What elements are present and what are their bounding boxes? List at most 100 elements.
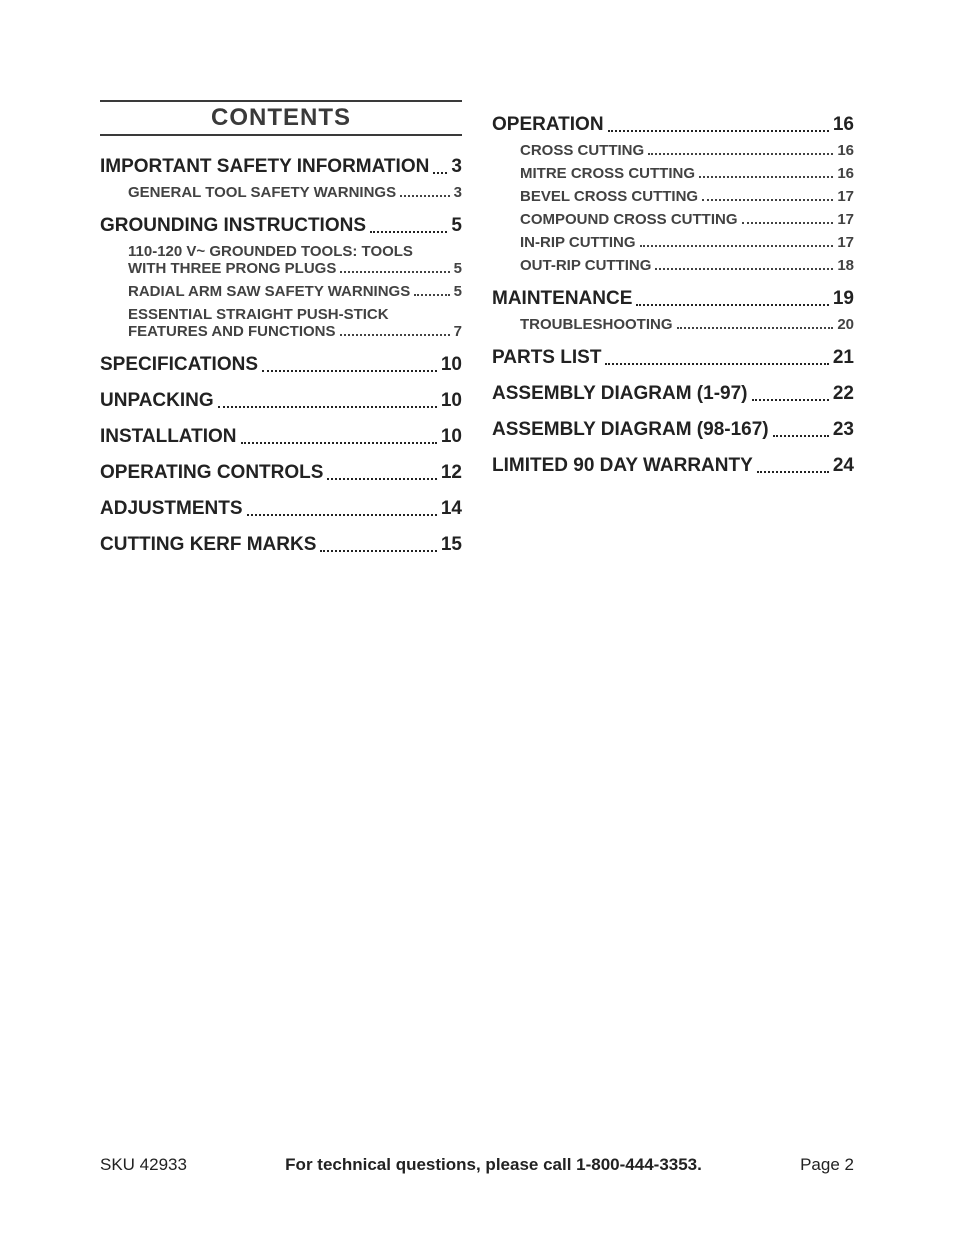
page-footer: SKU 42933 For technical questions, pleas… [0, 1155, 954, 1175]
toc-entry-subsection: BEVEL CROSS CUTTING17 [492, 188, 854, 205]
toc-entry-title: GROUNDING INSTRUCTIONS [100, 215, 366, 237]
toc-entry-last-line: GROUNDING INSTRUCTIONS5 [100, 215, 462, 237]
contents-heading: CONTENTS [100, 100, 462, 136]
toc-entry-last-line: MAINTENANCE 19 [492, 288, 854, 310]
toc-entry-section: IMPORTANT SAFETY INFORMATION3 [100, 156, 462, 178]
toc-entry-section: CUTTING KERF MARKS15 [100, 534, 462, 556]
toc-entry-subsection: GENERAL TOOL SAFETY WARNINGS 3 [100, 184, 462, 201]
toc-entry-title: UNPACKING [100, 390, 214, 412]
toc-dot-leader [433, 172, 447, 174]
toc-entry-page: 17 [837, 188, 854, 205]
toc-entry-title: FEATURES AND FUNCTIONS [128, 323, 336, 340]
toc-entry-title: ADJUSTMENTS [100, 498, 243, 520]
toc-entry-last-line: FEATURES AND FUNCTIONS 7 [128, 323, 462, 340]
toc-entry-page: 5 [454, 283, 462, 300]
left-entries: IMPORTANT SAFETY INFORMATION3 GENERAL TOO… [100, 156, 462, 556]
toc-entry-page: 23 [833, 419, 854, 441]
toc-entry-page: 17 [837, 211, 854, 228]
toc-entry-last-line: CUTTING KERF MARKS15 [100, 534, 462, 556]
toc-entry-subsection: RADIAL ARM SAW SAFETY WARNINGS 5 [100, 283, 462, 300]
toc-entry-page: 10 [441, 354, 462, 376]
toc-entry-page: 18 [837, 257, 854, 274]
toc-entry-section: INSTALLATION10 [100, 426, 462, 448]
toc-entry-last-line: OUT-RIP CUTTING 18 [520, 257, 854, 274]
toc-entry-title: CROSS CUTTING [520, 142, 644, 159]
toc-entry-section: OPERATION16 [492, 114, 854, 136]
right-entries: OPERATION16 CROSS CUTTING 16 MITRE CROSS CU… [492, 114, 854, 477]
toc-entry-title: COMPOUND CROSS CUTTING [520, 211, 738, 228]
toc-entry-last-line: WITH THREE PRONG PLUGS 5 [128, 260, 462, 277]
toc-entry-title: OPERATING CONTROLS [100, 462, 323, 484]
toc-entry-title: TROUBLESHOOTING [520, 316, 673, 333]
toc-entry-last-line: BEVEL CROSS CUTTING17 [520, 188, 854, 205]
toc-entry-subsection: COMPOUND CROSS CUTTING 17 [492, 211, 854, 228]
toc-entry-page: 22 [833, 383, 854, 405]
toc-entry-last-line: SPECIFICATIONS 10 [100, 354, 462, 376]
toc-entry-page: 19 [833, 288, 854, 310]
toc-entry-section: PARTS LIST21 [492, 347, 854, 369]
toc-entry-last-line: RADIAL ARM SAW SAFETY WARNINGS 5 [128, 283, 462, 300]
toc-entry-page: 20 [837, 316, 854, 333]
toc-dot-leader [400, 195, 450, 197]
toc-entry-subsection: TROUBLESHOOTING 20 [492, 316, 854, 333]
toc-entry-last-line: ADJUSTMENTS14 [100, 498, 462, 520]
toc-entry-title: RADIAL ARM SAW SAFETY WARNINGS [128, 283, 410, 300]
toc-dot-leader [699, 176, 833, 178]
toc-entry-subsection: 110-120 V~ GROUNDED TOOLS: TOOLSWITH THR… [100, 243, 462, 277]
toc-entry-subsection: MITRE CROSS CUTTING16 [492, 165, 854, 182]
toc-dot-leader [414, 294, 449, 296]
toc-entry-title: IN-RIP CUTTING [520, 234, 636, 251]
toc-dot-leader [752, 399, 829, 401]
toc-entry-title: INSTALLATION [100, 426, 237, 448]
toc-dot-leader [241, 442, 437, 444]
toc-entry-last-line: MITRE CROSS CUTTING16 [520, 165, 854, 182]
toc-dot-leader [605, 363, 828, 365]
toc-entry-title: SPECIFICATIONS [100, 354, 258, 376]
toc-entry-page: 7 [454, 323, 462, 340]
toc-entry-title: OUT-RIP CUTTING [520, 257, 651, 274]
toc-dot-leader [702, 199, 833, 201]
toc-entry-section: ADJUSTMENTS14 [100, 498, 462, 520]
footer-sku: SKU 42933 [100, 1155, 187, 1175]
right-column: OPERATION16 CROSS CUTTING 16 MITRE CROSS CU… [492, 100, 854, 556]
toc-entry-page: 12 [441, 462, 462, 484]
toc-dot-leader [340, 271, 449, 273]
toc-dot-leader [247, 514, 437, 516]
toc-dot-leader [320, 550, 436, 552]
toc-dot-leader [370, 231, 447, 233]
toc-entry-subsection: IN-RIP CUTTING17 [492, 234, 854, 251]
toc-entry-title-line: 110-120 V~ GROUNDED TOOLS: TOOLS [128, 243, 462, 260]
toc-entry-page: 16 [837, 142, 854, 159]
toc-entry-section: ASSEMBLY DIAGRAM (98-167) 23 [492, 419, 854, 441]
contents-container: CONTENTS IMPORTANT SAFETY INFORMATION3 GE… [100, 100, 854, 556]
toc-entry-last-line: ASSEMBLY DIAGRAM (1-97)22 [492, 383, 854, 405]
toc-dot-leader [773, 435, 829, 437]
footer-page-number: Page 2 [800, 1155, 854, 1175]
toc-entry-title: MITRE CROSS CUTTING [520, 165, 695, 182]
toc-entry-last-line: OPERATING CONTROLS 12 [100, 462, 462, 484]
toc-entry-title: WITH THREE PRONG PLUGS [128, 260, 336, 277]
toc-dot-leader [262, 370, 437, 372]
toc-dot-leader [340, 334, 450, 336]
toc-entry-section: SPECIFICATIONS 10 [100, 354, 462, 376]
toc-entry-title: CUTTING KERF MARKS [100, 534, 316, 556]
toc-entry-title: MAINTENANCE [492, 288, 632, 310]
toc-entry-page: 3 [454, 184, 462, 201]
toc-dot-leader [218, 406, 437, 408]
toc-entry-title: GENERAL TOOL SAFETY WARNINGS [128, 184, 396, 201]
toc-entry-last-line: LIMITED 90 DAY WARRANTY24 [492, 455, 854, 477]
toc-entry-last-line: IMPORTANT SAFETY INFORMATION3 [100, 156, 462, 178]
toc-entry-section: UNPACKING 10 [100, 390, 462, 412]
toc-dot-leader [327, 478, 436, 480]
toc-entry-section: LIMITED 90 DAY WARRANTY24 [492, 455, 854, 477]
toc-dot-leader [648, 153, 833, 155]
toc-entry-last-line: UNPACKING 10 [100, 390, 462, 412]
toc-dot-leader [608, 130, 829, 132]
toc-entry-title: ASSEMBLY DIAGRAM (98-167) [492, 419, 769, 441]
toc-entry-page: 5 [454, 260, 462, 277]
toc-entry-section: GROUNDING INSTRUCTIONS5 [100, 215, 462, 237]
toc-entry-page: 21 [833, 347, 854, 369]
toc-entry-page: 16 [833, 114, 854, 136]
toc-entry-last-line: ASSEMBLY DIAGRAM (98-167) 23 [492, 419, 854, 441]
toc-entry-page: 10 [441, 390, 462, 412]
